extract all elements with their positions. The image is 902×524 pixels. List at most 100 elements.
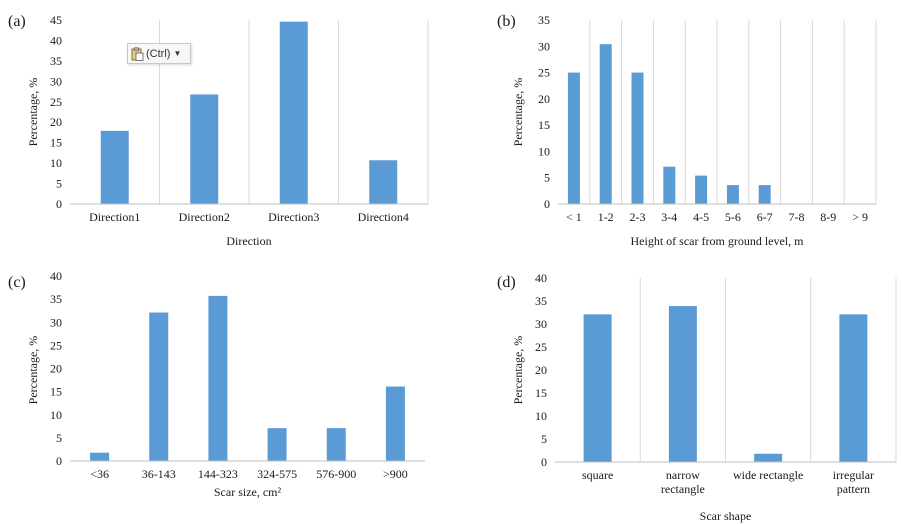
x-tick-label: 576-900	[316, 467, 356, 481]
bar	[695, 175, 708, 204]
x-tick-label: 2-3	[630, 210, 646, 224]
x-tick-label: 8-9	[820, 210, 836, 224]
x-tick-label: 324-575	[257, 467, 297, 481]
chart-panel-a: (a) 0 5 10 15 20 25 30 35 40 45 Percentage, % Direct…	[8, 13, 429, 248]
x-tick-label: rectangle	[661, 482, 705, 496]
bar	[90, 452, 110, 461]
bar	[631, 72, 644, 204]
y-tick-label: 15	[535, 386, 547, 400]
bar	[100, 130, 129, 204]
y-tick-label: 15	[538, 118, 550, 132]
x-tick-label: Direction2	[179, 210, 230, 224]
y-tick-label: 0	[56, 454, 62, 468]
x-tick-label: 4-5	[693, 210, 709, 224]
x-axis-label: Scar size, cm²	[214, 485, 282, 499]
y-axis-label: Percentage, %	[26, 78, 40, 147]
y-tick-label: 30	[50, 315, 62, 329]
bar	[208, 295, 228, 461]
x-axis-label: Direction	[226, 234, 271, 248]
y-tick-label: 20	[538, 92, 550, 106]
bar	[583, 314, 612, 462]
y-tick-label: 15	[50, 136, 62, 150]
y-tick-label: 0	[56, 197, 62, 211]
bar	[279, 21, 308, 204]
y-tick-label: 0	[544, 197, 550, 211]
y-tick-label: 30	[50, 74, 62, 88]
y-axis-label: Percentage, %	[511, 336, 525, 405]
x-tick-label: square	[582, 468, 613, 482]
y-tick-label: 20	[535, 363, 547, 377]
bar	[369, 160, 398, 204]
y-tick-label: 35	[50, 54, 62, 68]
y-tick-label: 45	[50, 13, 62, 27]
paste-options-button[interactable]: (Ctrl) ▼	[127, 43, 191, 64]
y-tick-label: 20	[50, 115, 62, 129]
x-tick-label: 3-4	[661, 210, 677, 224]
y-tick-label: 25	[538, 66, 550, 80]
y-tick-label: 20	[50, 362, 62, 376]
y-tick-label: 5	[56, 177, 62, 191]
x-tick-label: 6-7	[757, 210, 773, 224]
y-tick-label: 5	[56, 431, 62, 445]
y-tick-label: 10	[538, 144, 550, 158]
x-tick-label: Direction1	[89, 210, 140, 224]
paste-options-label: (Ctrl)	[146, 47, 171, 60]
clipboard-paste-icon	[131, 46, 144, 61]
x-tick-label: > 9	[852, 210, 868, 224]
x-axis-label: Height of scar from ground level, m	[631, 234, 805, 248]
x-tick-label: 7-8	[789, 210, 805, 224]
x-tick-label: 144-323	[198, 467, 238, 481]
y-tick-label: 10	[535, 409, 547, 423]
x-tick-label: wide rectangle	[733, 468, 803, 482]
panel-label: (a)	[8, 13, 26, 30]
x-tick-label: narrow	[666, 468, 700, 482]
bar	[754, 453, 783, 462]
bar	[190, 94, 219, 204]
y-tick-label: 40	[535, 271, 547, 285]
x-tick-label: <36	[90, 467, 109, 481]
x-axis-label: Scar shape	[700, 509, 752, 523]
x-tick-label: 5-6	[725, 210, 741, 224]
bar	[839, 314, 868, 462]
bar	[385, 386, 405, 461]
y-tick-label: 35	[538, 13, 550, 27]
bar	[599, 44, 612, 204]
bar	[758, 185, 771, 204]
x-tick-label: Direction4	[358, 210, 409, 224]
chart-panel-d: (d) 0 5 10 15 20 25 30 35 40 Percentage, % square na…	[497, 271, 897, 523]
x-tick-label: 1-2	[598, 210, 614, 224]
bar	[149, 312, 169, 461]
y-tick-label: 10	[50, 408, 62, 422]
y-tick-label: 10	[50, 156, 62, 170]
y-tick-label: 30	[535, 317, 547, 331]
y-tick-label: 0	[541, 455, 547, 469]
y-tick-label: 30	[538, 39, 550, 53]
chevron-down-icon: ▼	[173, 49, 182, 58]
chart-panel-b: (b) 0 5 10 15 20 25 30 35 Percentage, % < 1 1-2 2-3 3…	[497, 13, 877, 248]
y-tick-label: 5	[544, 171, 550, 185]
y-tick-label: 25	[50, 338, 62, 352]
y-tick-label: 35	[535, 294, 547, 308]
y-tick-label: 25	[50, 95, 62, 109]
bar	[668, 306, 697, 462]
y-tick-label: 5	[541, 432, 547, 446]
y-tick-label: 25	[535, 340, 547, 354]
bar	[663, 166, 676, 204]
y-tick-label: 40	[50, 269, 62, 283]
y-axis-label: Percentage, %	[26, 336, 40, 405]
bar	[326, 428, 346, 461]
bar	[567, 72, 580, 204]
y-tick-label: 15	[50, 385, 62, 399]
bar	[726, 185, 739, 204]
x-tick-label: 36-143	[142, 467, 176, 481]
x-tick-label: Direction3	[268, 210, 319, 224]
panel-label: (b)	[497, 13, 516, 30]
x-tick-label: pattern	[837, 482, 870, 496]
y-tick-label: 35	[50, 292, 62, 306]
y-axis-label: Percentage, %	[511, 78, 525, 147]
x-tick-label: < 1	[566, 210, 582, 224]
panel-label: (d)	[497, 274, 516, 291]
y-tick-label: 40	[50, 33, 62, 47]
panel-label: (c)	[8, 274, 26, 291]
